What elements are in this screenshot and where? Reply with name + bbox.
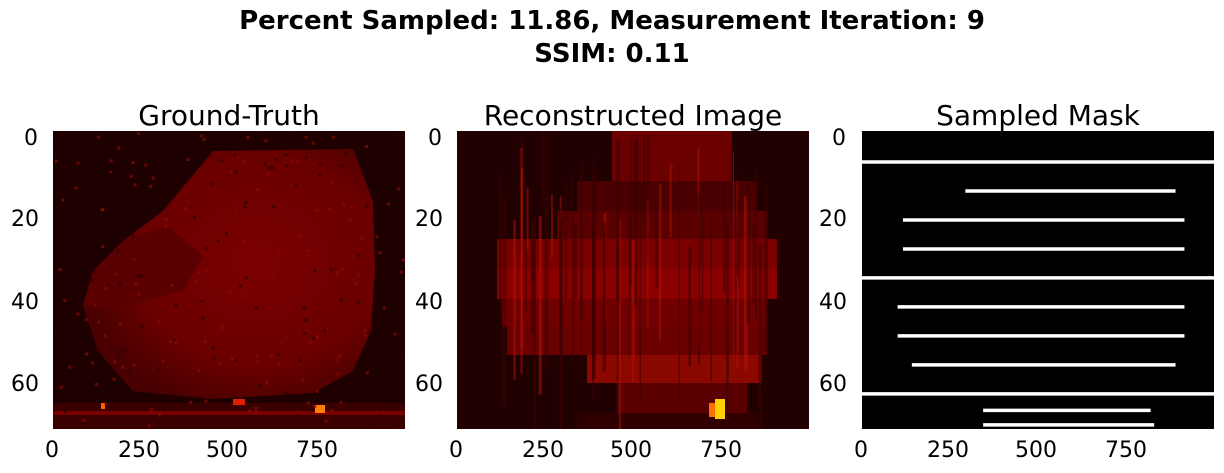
ground-truth-image [53,131,405,429]
x-tick-label: 500 [610,438,652,463]
y-tick-label: 0 [832,126,846,151]
figure-title: Percent Sampled: 11.86, Measurement Iter… [239,6,985,36]
x-tick-label: 250 [927,438,969,463]
reconstructed-image [457,131,809,429]
y-tick-label: 40 [11,290,39,315]
y-tick-label: 20 [415,207,443,232]
y-tick-label: 60 [819,372,847,397]
y-tick-label: 60 [415,372,443,397]
panel-title-ground-truth: Ground-Truth [138,99,320,132]
panel-title-mask: Sampled Mask [936,99,1140,132]
sampled-mask-image [862,131,1214,429]
y-tick-label: 40 [819,290,847,315]
y-tick-label: 0 [428,126,442,151]
figure-subtitle: SSIM: 0.11 [534,39,690,69]
x-tick-label: 500 [206,438,248,463]
x-tick-label: 750 [1105,438,1147,463]
x-tick-label: 250 [118,438,160,463]
x-tick-label: 250 [522,438,564,463]
panel-title-reconstructed: Reconstructed Image [483,99,783,132]
x-tick-label: 750 [700,438,742,463]
y-tick-label: 60 [11,372,39,397]
x-tick-label: 0 [854,438,868,463]
y-tick-label: 20 [11,207,39,232]
x-tick-label: 500 [1015,438,1057,463]
x-tick-label: 0 [45,438,59,463]
y-tick-label: 0 [24,126,38,151]
y-tick-label: 40 [415,290,443,315]
x-tick-label: 0 [449,438,463,463]
y-tick-label: 20 [819,207,847,232]
x-tick-label: 750 [296,438,338,463]
